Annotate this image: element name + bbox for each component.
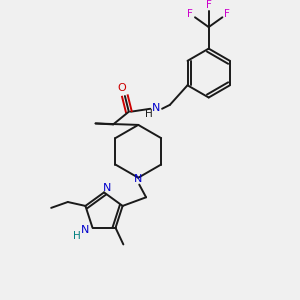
Text: N: N	[152, 103, 160, 113]
Text: N: N	[103, 182, 111, 193]
Text: F: F	[224, 9, 230, 20]
Text: H: H	[73, 231, 81, 241]
Text: H: H	[145, 109, 152, 119]
Text: N: N	[134, 174, 142, 184]
Text: F: F	[206, 0, 211, 10]
Text: O: O	[118, 83, 126, 93]
Text: F: F	[187, 9, 193, 20]
Text: N: N	[80, 225, 89, 235]
